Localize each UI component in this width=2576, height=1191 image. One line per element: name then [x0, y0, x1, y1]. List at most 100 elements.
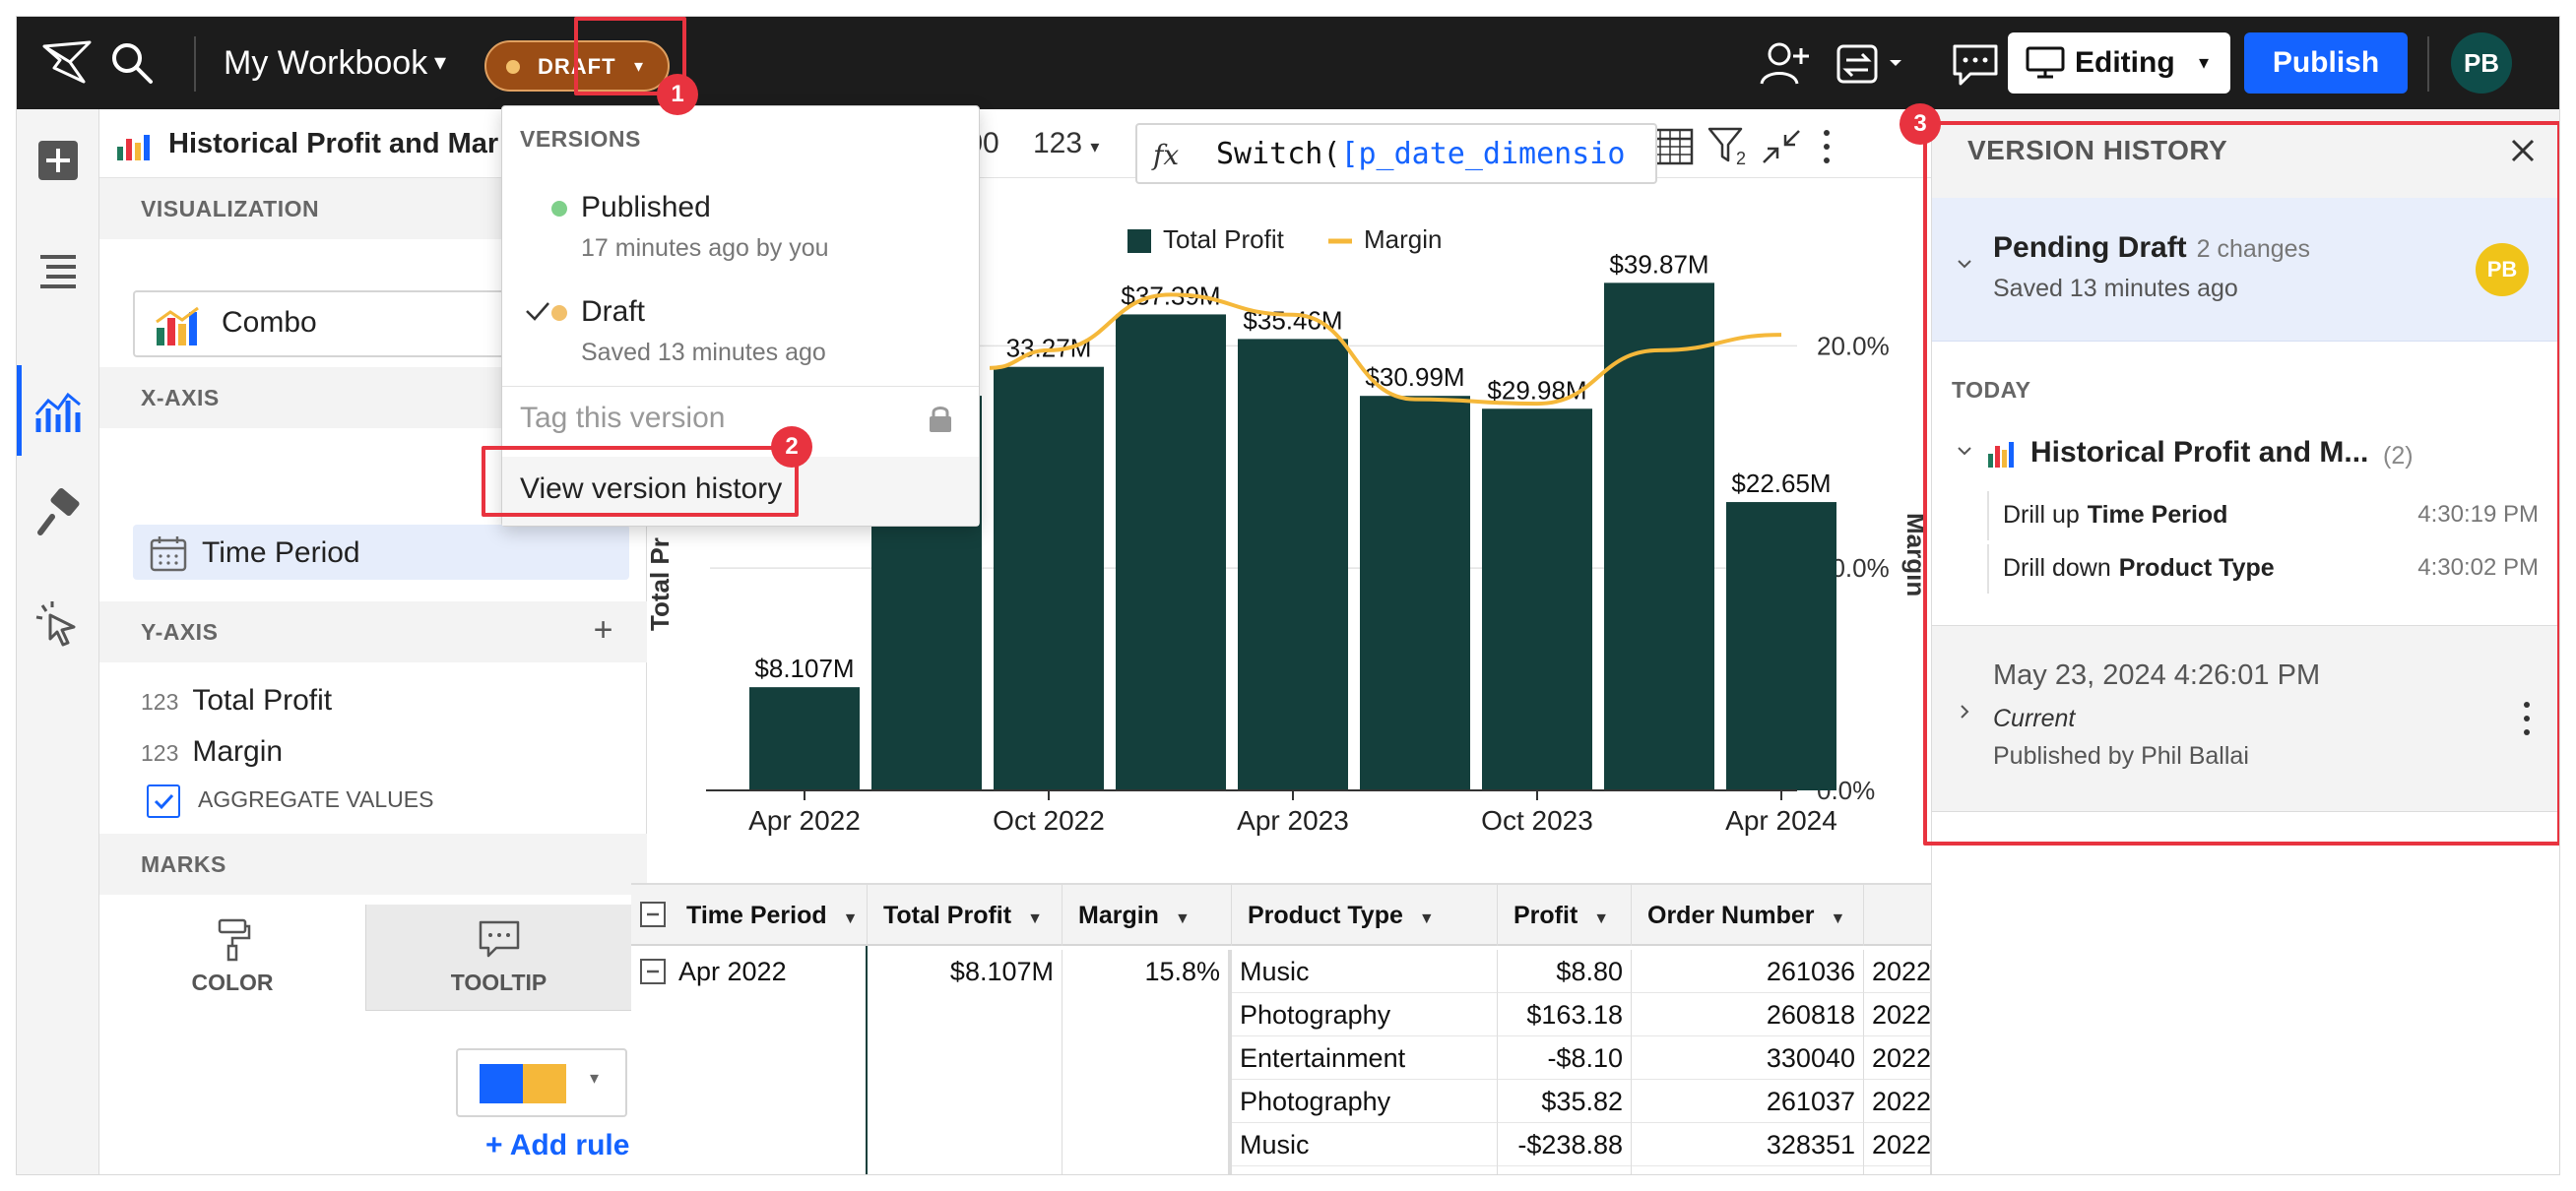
formula-function: Switch( [1216, 137, 1341, 171]
monitor-icon [2026, 46, 2065, 79]
column-header-margin[interactable]: Margin ▼ [1063, 885, 1232, 946]
collapse-all-icon[interactable] [639, 901, 667, 928]
summary-table: Time Period ▼ Total Profit ▼ Margin ▼ Apr 2… [631, 883, 1232, 1174]
collapse-icon[interactable] [1760, 127, 1803, 166]
table-cell[interactable]: 2022 [1864, 950, 1931, 993]
yaxis-field-margin[interactable]: 123 Margin [141, 735, 283, 769]
publish-button[interactable]: Publish [2244, 32, 2408, 94]
formula-bar[interactable]: fx Switch([p_date_dimensio [1135, 123, 1657, 184]
collapse-row-icon[interactable] [639, 958, 667, 985]
table-cell[interactable]: Apr 2022 [678, 957, 787, 986]
close-icon[interactable] [2503, 131, 2543, 170]
detail-table: Product Type ▼ Profit ▼ Order Number ▼ Musi… [1232, 883, 1931, 1174]
editing-mode-button[interactable]: Editing ▾ [2008, 32, 2230, 94]
table-cell[interactable]: 146395 [1632, 1166, 1864, 1174]
table-cell[interactable]: Photography [1232, 1080, 1498, 1123]
add-element-icon[interactable] [31, 133, 86, 188]
table-cell[interactable]: $35.82 [1498, 1080, 1632, 1123]
table-cell[interactable]: 260818 [1632, 993, 1864, 1036]
action-verb: Drill down [2003, 554, 2111, 582]
bar-jul-2023 [1360, 396, 1470, 790]
table-cell[interactable]: 2022 [1864, 993, 1931, 1036]
change-item[interactable]: Drill up Time Period 4:30:19 PM [1987, 491, 2539, 540]
tab-tooltip[interactable]: TOOLTIP [365, 905, 631, 1011]
table-cell[interactable]: 330040 [1632, 1036, 1864, 1080]
legend-swatch-total-profit [1127, 229, 1151, 253]
chevron-down-icon: ▾ [1090, 137, 1100, 157]
section-label: X-AXIS [141, 385, 220, 410]
group-title: Historical Profit and M... [2030, 436, 2369, 469]
table-cell[interactable]: $8.107M [868, 950, 1063, 1174]
table-cell[interactable]: Photography [1232, 993, 1498, 1036]
add-user-icon[interactable] [1758, 38, 1813, 90]
more-options-icon[interactable] [1815, 125, 1838, 168]
column-header-product-type[interactable]: Product Type ▼ [1232, 885, 1498, 946]
bar-value-label: $29.98M [1487, 375, 1586, 405]
add-yaxis-icon[interactable]: + [593, 611, 613, 649]
marks-section-header: MARKS [99, 834, 647, 895]
table-cell[interactable]: Music [1232, 950, 1498, 993]
chevron-down-icon[interactable] [1954, 253, 1975, 275]
aggregate-values-checkbox[interactable]: AGGREGATE VALUES [147, 784, 433, 818]
add-rule-link[interactable]: + Add rule [485, 1129, 630, 1161]
user-avatar[interactable]: PB [2451, 32, 2512, 94]
chevron-down-icon: ▼ [1830, 910, 1846, 927]
table-cell[interactable]: -$442.45 [1498, 1166, 1632, 1174]
search-icon[interactable] [107, 38, 157, 88]
chart-properties-icon[interactable] [31, 385, 86, 440]
pending-draft-item[interactable]: Pending Draft 2 changes Saved 13 minutes … [1932, 198, 2559, 342]
column-header-profit[interactable]: Profit ▼ [1498, 885, 1632, 946]
format-brush-icon[interactable] [31, 487, 86, 542]
table-cell[interactable]: 2022 [1864, 1080, 1931, 1123]
element-title[interactable]: Historical Profit and Mar [168, 128, 499, 159]
column-header-time-period[interactable]: Time Period ▼ [631, 885, 868, 946]
filter-icon[interactable] [1707, 125, 1752, 168]
published-status-dot [551, 201, 567, 217]
sigma-logo-icon[interactable] [40, 38, 94, 88]
outline-icon[interactable] [31, 243, 86, 298]
tag-version-item: Tag this version [520, 402, 726, 434]
actions-cursor-icon[interactable] [31, 597, 86, 653]
table-cell[interactable]: 2022 [1864, 1166, 1931, 1174]
chart-type-value: Combo [222, 306, 317, 339]
table-cell[interactable]: -$8.10 [1498, 1036, 1632, 1080]
chevron-down-icon[interactable] [1954, 440, 1975, 462]
pending-label: Pending Draft [1993, 231, 2187, 264]
column-header-order-number[interactable]: Order Number ▼ [1632, 885, 1864, 946]
table-cell[interactable]: $8.80 [1498, 950, 1632, 993]
top-bar: My Workbook ▾ DRAFT ▾ [17, 17, 2559, 109]
table-cell[interactable]: $163.18 [1498, 993, 1632, 1036]
column-header-total-profit[interactable]: Total Profit ▼ [868, 885, 1063, 946]
workbook-title[interactable]: My Workbook [224, 44, 428, 82]
table-cell[interactable]: 2022 [1864, 1123, 1931, 1166]
column-label: Product Type [1248, 902, 1403, 929]
tab-color[interactable]: COLOR [99, 905, 365, 1011]
comments-icon[interactable] [1951, 38, 2000, 90]
number-format-button[interactable]: 123 ▾ [1033, 127, 1099, 160]
sync-menu-icon[interactable] [1833, 38, 1911, 90]
table-cell[interactable]: Entertainment [1232, 1036, 1498, 1080]
field-label: Total Profit [192, 684, 333, 717]
more-options-icon[interactable] [2517, 699, 2537, 738]
xaxis-field-time-period[interactable]: Time Period [133, 525, 629, 580]
yaxis-field-total-profit[interactable]: 123 Total Profit [141, 684, 332, 718]
published-version-item[interactable]: May 23, 2024 4:26:01 PM Current Publishe… [1932, 625, 2559, 812]
table-cell[interactable]: -$238.88 [1498, 1123, 1632, 1166]
formula-text: Switch([p_date_dimensio [1216, 137, 1625, 171]
draft-version-button[interactable]: DRAFT ▾ [484, 40, 670, 92]
table-cell[interactable]: Music [1232, 1123, 1498, 1166]
chevron-down-icon[interactable]: ▾ [434, 49, 447, 76]
table-cell[interactable]: 15.8% [1063, 950, 1232, 1174]
table-cell[interactable]: 328351 [1632, 1123, 1864, 1166]
table-cell[interactable]: 261036 [1632, 950, 1864, 993]
table-cell[interactable]: Arts & Entertainment [1232, 1166, 1498, 1174]
view-version-history-item[interactable]: View version history [502, 457, 979, 526]
color-palette-select[interactable]: ▾ [456, 1048, 627, 1117]
table-cell[interactable]: 261037 [1632, 1080, 1864, 1123]
app-frame: My Workbook ▾ DRAFT ▾ [16, 16, 2560, 1175]
chevron-right-icon[interactable] [1954, 701, 1975, 722]
table-cell[interactable]: 2022 [1864, 1036, 1931, 1080]
change-item[interactable]: Drill down Product Type 4:30:02 PM [1987, 544, 2539, 594]
bar-apr-2022 [749, 687, 860, 790]
